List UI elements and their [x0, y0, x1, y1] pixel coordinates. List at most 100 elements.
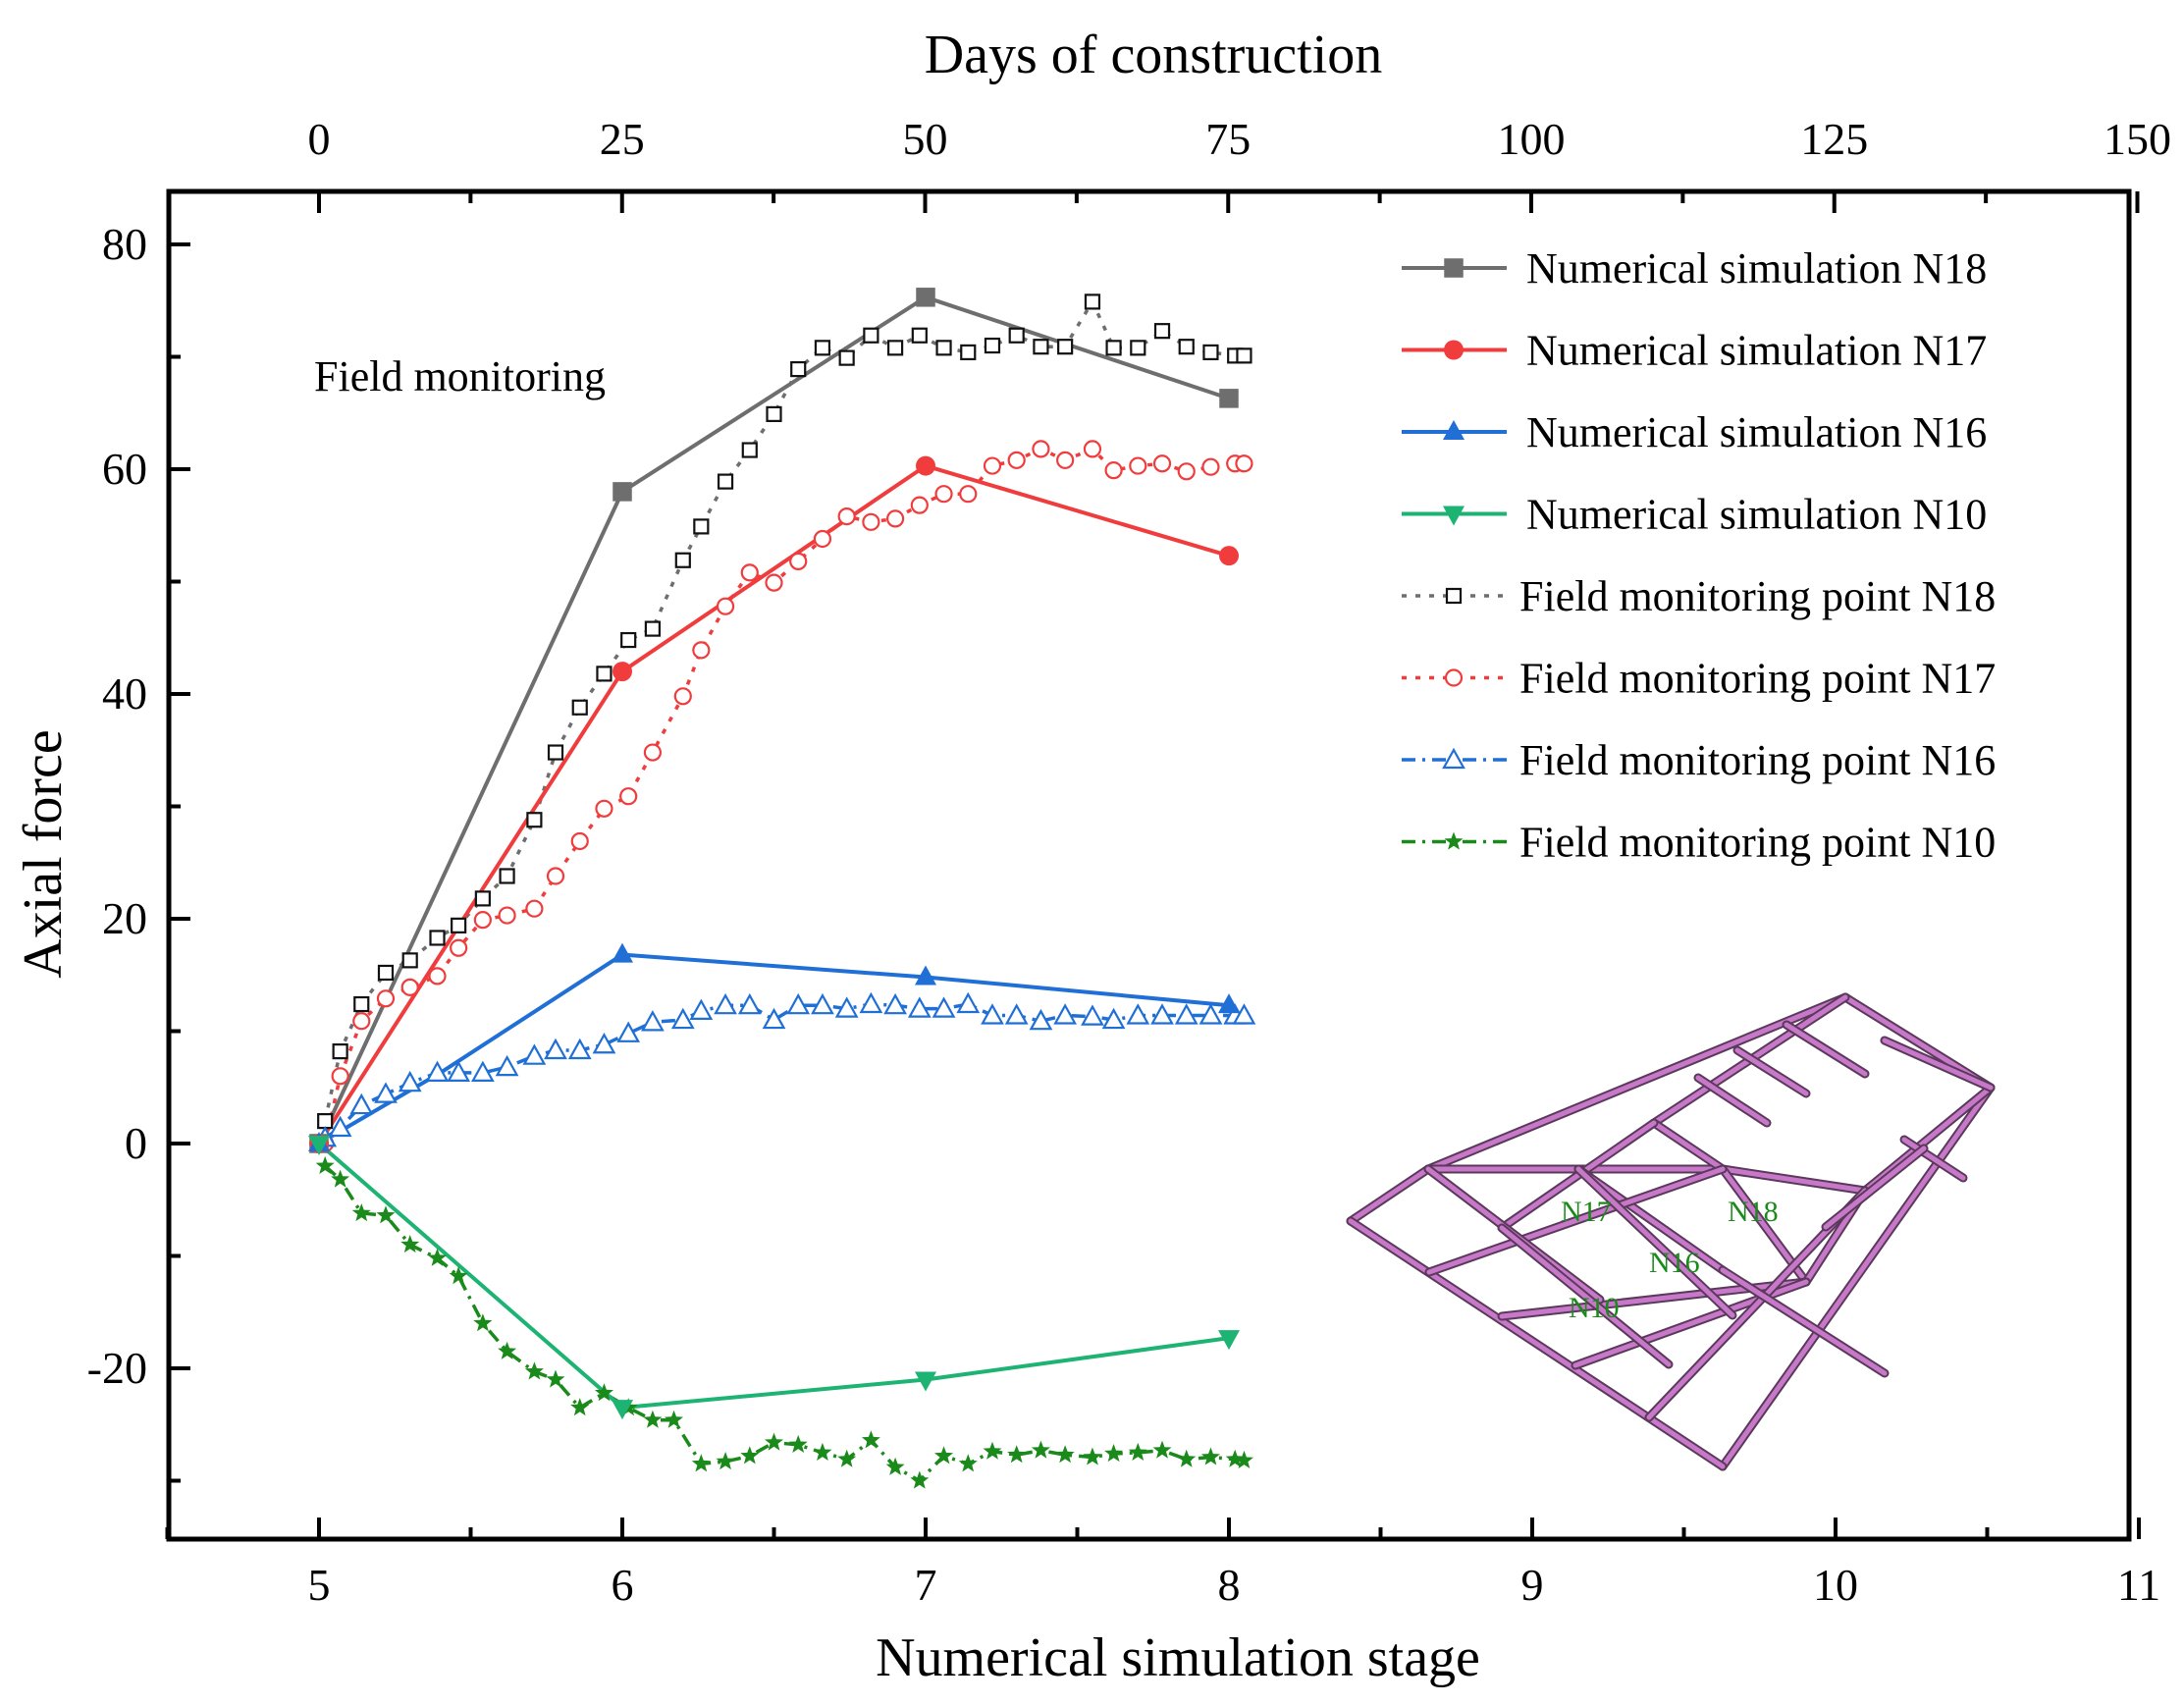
marker-open-circle: [1129, 456, 1147, 475]
marker-open-triangle: [1442, 747, 1465, 770]
marker-open-square: [984, 337, 1001, 354]
marker-triangle-down: [1218, 1330, 1240, 1351]
frame-beam: [1720, 1267, 1888, 1376]
marker-open-square: [935, 340, 952, 356]
x-tick-label: 10: [1813, 1560, 1858, 1610]
frame-beam: [1425, 994, 1848, 1172]
marker-open-triangle: [1174, 1003, 1199, 1025]
axis-ticks: 5 6 7 8 9 10 11 -20 0 20 40 60 80 0 25 50 75 100 125 150: [87, 114, 2171, 1610]
marker-open-circle: [740, 563, 759, 582]
structure-inset: N17 N18 N16 N10: [1346, 992, 1996, 1471]
marker-open-triangle: [689, 998, 714, 1020]
top-tick-label: 0: [308, 114, 331, 164]
marker-triangle-down: [612, 1400, 633, 1420]
marker-open-square: [1084, 293, 1101, 310]
x-tick-label: 6: [612, 1560, 634, 1610]
legend-label: Field monitoring point N18: [1519, 572, 1996, 620]
marker-open-square: [1445, 587, 1463, 605]
frame-beam: [1901, 1137, 1966, 1181]
marker-open-square: [547, 744, 564, 761]
marker-open-circle: [692, 641, 711, 660]
marker-open-circle: [765, 573, 783, 592]
marker-open-square: [886, 340, 904, 356]
marker-open-triangle: [641, 1010, 665, 1032]
frame-beam: [1734, 1047, 1809, 1096]
marker-star: [1104, 1444, 1124, 1463]
marker-star: [1200, 1447, 1220, 1465]
marker-open-square: [332, 1043, 348, 1060]
frame-beam: [1348, 1166, 1431, 1224]
marker-star: [594, 1383, 613, 1402]
series-markers: [308, 288, 1256, 1489]
frame-beam: [1651, 1120, 1726, 1172]
marker-star: [1007, 1445, 1027, 1464]
y-tick-label: 60: [102, 444, 147, 494]
top-tick-label: 75: [1205, 114, 1251, 164]
marker-open-circle: [1032, 440, 1050, 458]
marker-open-circle: [1201, 457, 1220, 476]
y-tick-label: 80: [102, 219, 147, 269]
marker-open-square: [717, 473, 734, 490]
marker-triangle-up: [612, 942, 633, 963]
series-line: [323, 447, 1245, 1145]
marker-star: [428, 1248, 447, 1266]
marker-open-square: [317, 1112, 334, 1130]
marker-open-triangle: [1081, 1004, 1104, 1026]
marker-open-triangle: [398, 1070, 422, 1092]
marker-open-triangle: [616, 1021, 641, 1042]
frame-beam: [1348, 1218, 1726, 1469]
top-tick-label: 50: [903, 114, 948, 164]
node-label-n18: N18: [1728, 1196, 1779, 1228]
legend-label: Numerical simulation N17: [1526, 327, 1987, 375]
field-monitoring-annotation: Field monitoring: [314, 352, 606, 400]
marker-open-circle: [525, 899, 544, 918]
marker-open-square: [1130, 340, 1146, 356]
marker-open-circle: [473, 911, 492, 930]
marker-open-circle: [1083, 440, 1102, 458]
node-label-n10: N10: [1569, 1292, 1620, 1324]
frame-beam: [1499, 1225, 1672, 1367]
marker-open-square: [620, 631, 637, 649]
legend: Numerical simulation N18 Numerical simula…: [1402, 244, 1996, 867]
frame-beam: [1823, 1146, 1927, 1230]
marker-open-circle: [643, 743, 663, 762]
marker-open-circle: [910, 496, 929, 514]
top-tick-label: 25: [600, 114, 645, 164]
marker-open-circle: [716, 597, 735, 615]
marker-star: [910, 1470, 930, 1489]
marker-star: [449, 1266, 468, 1285]
marker-open-triangle: [328, 1115, 352, 1138]
marker-open-circle: [570, 831, 589, 851]
series-line: [317, 952, 1230, 1146]
x-tick-label: 9: [1521, 1560, 1544, 1610]
marker-open-circle: [428, 967, 447, 986]
marker-open-triangle: [425, 1060, 450, 1082]
x-axis-title: Numerical simulation stage: [876, 1627, 1480, 1688]
marker-open-triangle: [1199, 1003, 1223, 1025]
marker-open-circle: [789, 552, 808, 570]
marker-star: [958, 1454, 978, 1472]
marker-open-circle: [331, 1067, 349, 1086]
node-label-n16: N16: [1649, 1247, 1700, 1279]
marker-open-square: [401, 952, 418, 969]
marker-open-circle: [1104, 461, 1123, 480]
marker-open-circle: [400, 978, 419, 996]
marker-square: [613, 482, 632, 502]
marker-open-square: [644, 620, 662, 637]
marker-open-triangle: [981, 1003, 1004, 1025]
marker-open-square: [377, 964, 395, 982]
marker-open-circle: [813, 529, 832, 549]
marker-star: [376, 1205, 396, 1224]
marker-star: [643, 1410, 663, 1428]
marker-star: [740, 1446, 760, 1465]
marker-open-circle: [1056, 451, 1075, 469]
marker-open-triangle: [1029, 1008, 1053, 1031]
top-tick-label: 125: [1800, 114, 1868, 164]
marker-open-triangle: [544, 1038, 567, 1060]
x-tick-label: 5: [308, 1560, 331, 1610]
y-tick-label: 40: [102, 668, 147, 719]
marker-star: [837, 1449, 857, 1467]
marker-star: [1031, 1440, 1050, 1459]
marker-open-square: [474, 890, 491, 907]
marker-star: [546, 1369, 565, 1388]
